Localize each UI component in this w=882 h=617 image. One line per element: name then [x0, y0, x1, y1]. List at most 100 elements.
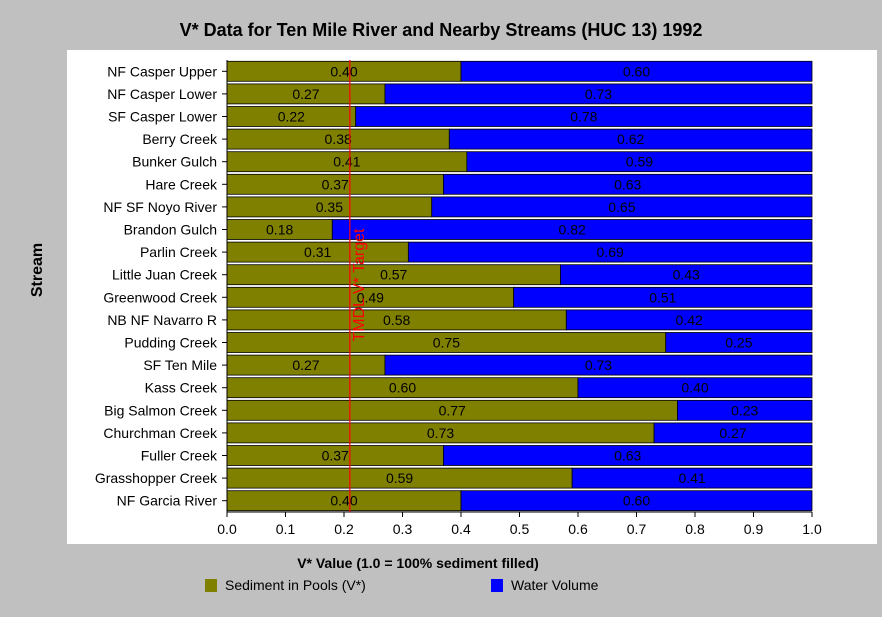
data-label-water-hare-creek: 0.63: [614, 176, 641, 192]
bar-water-little-juan-creek: [560, 264, 813, 286]
data-label-sediment-sf-casper-lower: 0.22: [278, 109, 305, 125]
category-label-kass-creek: Kass Creek: [145, 380, 218, 396]
x-tick-label-1-0: 1.0: [802, 521, 822, 537]
data-label-water-churchman-creek: 0.27: [719, 425, 746, 441]
x-tick-label-0-0: 0.0: [217, 521, 237, 537]
bar-water-berry-creek: [448, 128, 813, 150]
legend-swatch-sediment: [205, 579, 217, 592]
x-tick-label-0-9: 0.9: [744, 521, 764, 537]
legend-label-water: Water Volume: [511, 577, 599, 593]
data-label-sediment-greenwood-creek: 0.49: [357, 289, 384, 305]
data-label-sediment-churchman-creek: 0.73: [427, 425, 454, 441]
data-label-sediment-pudding-creek: 0.75: [433, 335, 460, 351]
category-label-pudding-creek: Pudding Creek: [124, 335, 218, 351]
x-axis-title: V* Value (1.0 = 100% sediment filled): [297, 555, 539, 571]
legend-swatch-water: [491, 579, 503, 592]
data-label-sediment-kass-creek: 0.60: [389, 380, 416, 396]
data-label-water-nf-sf-noyo-river: 0.65: [608, 199, 635, 215]
data-label-water-brandon-gulch: 0.82: [559, 222, 586, 238]
data-label-sediment-fuller-creek: 0.37: [322, 448, 349, 464]
data-label-sediment-sf-ten-mile: 0.27: [292, 357, 319, 373]
category-label-grasshopper-creek: Grasshopper Creek: [95, 470, 218, 486]
bar-water-nf-casper-upper: [460, 60, 813, 82]
data-label-sediment-nf-garcia-river: 0.40: [330, 493, 357, 509]
data-label-sediment-bunker-gulch: 0.41: [333, 154, 360, 170]
bar-water-greenwood-creek: [513, 286, 813, 308]
data-label-water-big-salmon-creek: 0.23: [731, 402, 758, 418]
category-label-nf-sf-noyo-river: NF SF Noyo River: [103, 199, 217, 215]
bar-water-bunker-gulch: [466, 151, 813, 173]
category-label-berry-creek: Berry Creek: [142, 131, 218, 147]
category-label-parlin-creek: Parlin Creek: [140, 244, 218, 260]
category-label-churchman-creek: Churchman Creek: [103, 425, 218, 441]
category-label-nf-casper-upper: NF Casper Upper: [107, 63, 217, 79]
data-label-sediment-grasshopper-creek: 0.59: [386, 470, 413, 486]
bar-water-big-salmon-creek: [677, 399, 813, 421]
category-label-fuller-creek: Fuller Creek: [141, 448, 218, 464]
x-tick-label-0-3: 0.3: [393, 521, 413, 537]
data-label-water-greenwood-creek: 0.51: [649, 289, 676, 305]
data-label-water-fuller-creek: 0.63: [614, 448, 641, 464]
legend-item-sediment: Sediment in Pools (V*): [205, 577, 366, 593]
x-tick-label-0-6: 0.6: [568, 521, 588, 537]
bar-water-nb-nf-navarro-r: [565, 309, 813, 331]
x-tick-label-0-1: 0.1: [276, 521, 296, 537]
category-label-bunker-gulch: Bunker Gulch: [132, 154, 217, 170]
x-tick-label-0-4: 0.4: [451, 521, 471, 537]
data-label-water-nf-garcia-river: 0.60: [623, 493, 650, 509]
data-label-sediment-nf-casper-upper: 0.40: [330, 63, 357, 79]
data-label-sediment-brandon-gulch: 0.18: [266, 222, 293, 238]
category-label-brandon-gulch: Brandon Gulch: [124, 222, 217, 238]
data-label-water-sf-casper-lower: 0.78: [570, 109, 597, 125]
bar-water-fuller-creek: [443, 445, 813, 466]
data-label-water-nb-nf-navarro-r: 0.42: [676, 312, 703, 328]
bar-water-hare-creek: [443, 173, 813, 195]
data-label-water-pudding-creek: 0.25: [725, 335, 752, 351]
data-label-water-kass-creek: 0.40: [681, 380, 708, 396]
category-label-sf-ten-mile: SF Ten Mile: [143, 357, 217, 373]
data-label-sediment-nf-sf-noyo-river: 0.35: [316, 199, 343, 215]
data-label-water-parlin-creek: 0.69: [597, 244, 624, 260]
category-label-nb-nf-navarro-r: NB NF Navarro R: [107, 312, 217, 328]
data-label-sediment-nb-nf-navarro-r: 0.58: [383, 312, 410, 328]
data-label-water-nf-casper-lower: 0.73: [585, 86, 612, 102]
data-label-sediment-little-juan-creek: 0.57: [380, 267, 407, 283]
target-line-label: TMDL V* Target: [351, 228, 368, 341]
data-label-water-berry-creek: 0.62: [617, 131, 644, 147]
x-tick-label-0-8: 0.8: [685, 521, 705, 537]
bar-water-kass-creek: [577, 377, 813, 399]
data-label-sediment-parlin-creek: 0.31: [304, 244, 331, 260]
x-tick-label-0-5: 0.5: [510, 521, 530, 537]
bar-water-pudding-creek: [665, 332, 813, 353]
bar-water-nf-garcia-river: [460, 490, 813, 512]
bar-water-sf-casper-lower: [355, 106, 813, 127]
category-label-nf-garcia-river: NF Garcia River: [117, 493, 218, 509]
legend-label-sediment: Sediment in Pools (V*): [225, 577, 366, 593]
data-label-water-bunker-gulch: 0.59: [626, 154, 653, 170]
legend-item-water: Water Volume: [491, 577, 598, 593]
data-label-sediment-hare-creek: 0.37: [322, 176, 349, 192]
y-axis-title: Stream: [29, 242, 46, 298]
bar-water-churchman-creek: [653, 422, 813, 444]
x-tick-label-0-2: 0.2: [334, 521, 354, 537]
data-label-sediment-nf-casper-lower: 0.27: [292, 86, 319, 102]
category-label-greenwood-creek: Greenwood Creek: [103, 289, 218, 305]
chart-title: V* Data for Ten Mile River and Nearby St…: [179, 20, 703, 40]
category-label-sf-casper-lower: SF Casper Lower: [108, 109, 217, 125]
data-label-water-little-juan-creek: 0.43: [673, 267, 700, 283]
data-label-water-grasshopper-creek: 0.41: [678, 470, 705, 486]
category-label-little-juan-creek: Little Juan Creek: [112, 267, 218, 283]
x-tick-label-0-7: 0.7: [627, 521, 647, 537]
category-label-big-salmon-creek: Big Salmon Creek: [104, 402, 218, 418]
bar-water-nf-sf-noyo-river: [431, 196, 813, 218]
bar-water-parlin-creek: [407, 241, 813, 263]
data-label-water-sf-ten-mile: 0.73: [585, 357, 612, 373]
data-label-sediment-berry-creek: 0.38: [325, 131, 352, 147]
data-label-sediment-big-salmon-creek: 0.77: [439, 402, 466, 418]
chart-svg: 0.40 0.60 NF Casper Upper 0.27 0.73 NF Casper…: [95, 60, 822, 537]
bar-water-brandon-gulch: [331, 219, 813, 240]
bar-water-sf-ten-mile: [384, 354, 813, 376]
bar-water-nf-casper-lower: [384, 83, 813, 105]
data-label-water-nf-casper-upper: 0.60: [623, 63, 650, 79]
category-label-hare-creek: Hare Creek: [145, 176, 218, 192]
